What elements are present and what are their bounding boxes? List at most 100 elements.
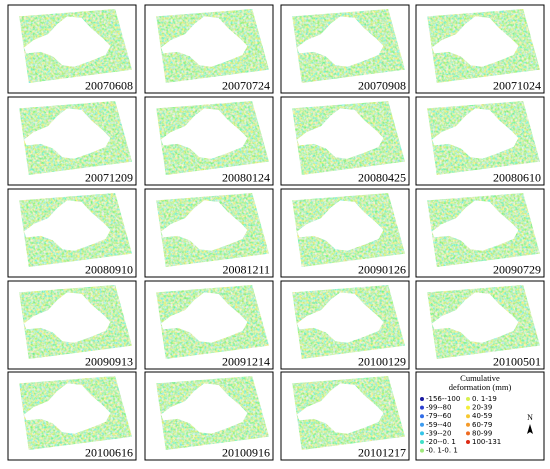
legend-swatch xyxy=(466,405,470,410)
legend-label: -59--40 xyxy=(426,421,451,429)
legend-label: -156--100 xyxy=(426,395,460,403)
legend-swatch xyxy=(466,422,470,427)
date-label: 20070724 xyxy=(222,78,270,92)
date-label: 20100129 xyxy=(358,354,406,368)
legend-label: 0. 1-19 xyxy=(472,395,497,403)
date-label: 20071024 xyxy=(493,78,541,92)
legend-label: -0. 1-0. 1 xyxy=(426,447,458,455)
date-label: 20080425 xyxy=(358,170,406,184)
map-panel: 20100501 xyxy=(415,280,545,370)
lake xyxy=(161,292,248,343)
legend-swatch xyxy=(466,431,470,436)
legend-title: Cumulative xyxy=(460,373,500,383)
map-panel: 20080124 xyxy=(144,96,274,186)
north-label: N xyxy=(527,413,533,422)
date-label: 20090126 xyxy=(358,262,406,276)
date-label: 20091214 xyxy=(222,354,270,368)
legend-title: deformation (mm) xyxy=(449,382,512,392)
lake xyxy=(432,200,519,251)
legend-label: 80-99 xyxy=(472,429,492,437)
date-bg xyxy=(82,80,135,92)
legend-swatch xyxy=(420,414,424,419)
date-label: 20070608 xyxy=(85,78,133,92)
legend-label: 20-39 xyxy=(472,404,492,412)
lake xyxy=(24,200,111,251)
legend-frame xyxy=(415,371,545,461)
legend-label: 60-79 xyxy=(472,421,492,429)
lake xyxy=(432,292,519,343)
date-bg xyxy=(82,447,135,459)
legend-label: 40-59 xyxy=(472,412,492,420)
lake xyxy=(297,16,384,67)
lake xyxy=(24,108,111,159)
legend-swatch xyxy=(420,448,424,453)
legend-swatch xyxy=(420,405,424,410)
date-bg xyxy=(219,356,272,368)
lake xyxy=(297,200,384,251)
lake xyxy=(432,108,519,159)
lake xyxy=(432,16,519,67)
legend-label: -99--80 xyxy=(426,404,451,412)
legend-swatch xyxy=(420,440,424,444)
lake xyxy=(161,383,248,434)
map-panel: 20071024 xyxy=(415,4,545,94)
date-bg xyxy=(355,447,408,459)
date-bg xyxy=(82,172,135,184)
date-label: 20100616 xyxy=(85,445,133,459)
map-panel: 20090729 xyxy=(415,188,545,278)
lake xyxy=(161,108,248,159)
map-panel: 20080610 xyxy=(415,96,545,186)
date-bg xyxy=(219,80,272,92)
date-label: 20090729 xyxy=(493,262,541,276)
date-label: 20100916 xyxy=(222,445,270,459)
lake xyxy=(297,383,384,434)
map-panel: 20101217 xyxy=(280,371,410,461)
map-panel: 20100916 xyxy=(144,371,274,461)
map-panel: 20080910 xyxy=(7,188,137,278)
date-label: 20080124 xyxy=(222,170,270,184)
map-panel: 20100129 xyxy=(280,280,410,370)
date-label: 20081211 xyxy=(222,262,270,276)
map-panel: 20080425 xyxy=(280,96,410,186)
date-bg xyxy=(490,80,543,92)
date-bg xyxy=(219,264,272,276)
date-bg xyxy=(490,356,543,368)
date-label: 20071209 xyxy=(85,170,133,184)
map-panel: 20100616 xyxy=(7,371,137,461)
legend-swatch xyxy=(466,397,470,401)
date-bg xyxy=(82,356,135,368)
date-bg xyxy=(355,80,408,92)
legend-swatch xyxy=(420,422,424,427)
legend-swatch xyxy=(466,440,470,444)
lake xyxy=(297,108,384,159)
map-panel: 20090126 xyxy=(280,188,410,278)
north-arrow xyxy=(527,424,533,434)
date-label: 20100501 xyxy=(493,354,541,368)
date-bg xyxy=(490,264,543,276)
date-bg xyxy=(490,172,543,184)
lake xyxy=(161,200,248,251)
legend-label: -20--0. 1 xyxy=(426,438,456,446)
date-bg xyxy=(82,264,135,276)
date-bg xyxy=(355,264,408,276)
date-label: 20080910 xyxy=(85,262,133,276)
lake xyxy=(24,383,111,434)
lake xyxy=(24,292,111,343)
map-panel: 20070908 xyxy=(280,4,410,94)
date-bg xyxy=(355,172,408,184)
date-label: 20090913 xyxy=(85,354,133,368)
legend-label: -79--60 xyxy=(426,412,451,420)
map-panel: 20091214 xyxy=(144,280,274,370)
date-label: 20101217 xyxy=(358,445,406,459)
legend-swatch xyxy=(420,431,424,436)
map-panel: 20081211 xyxy=(144,188,274,278)
date-bg xyxy=(219,447,272,459)
legend-swatch xyxy=(466,414,470,419)
map-panel: 20071209 xyxy=(7,96,137,186)
lake xyxy=(161,16,248,67)
legend-label: 100-131 xyxy=(472,438,501,446)
date-bg xyxy=(355,356,408,368)
legend-swatch xyxy=(420,397,424,401)
date-label: 20070908 xyxy=(358,78,406,92)
